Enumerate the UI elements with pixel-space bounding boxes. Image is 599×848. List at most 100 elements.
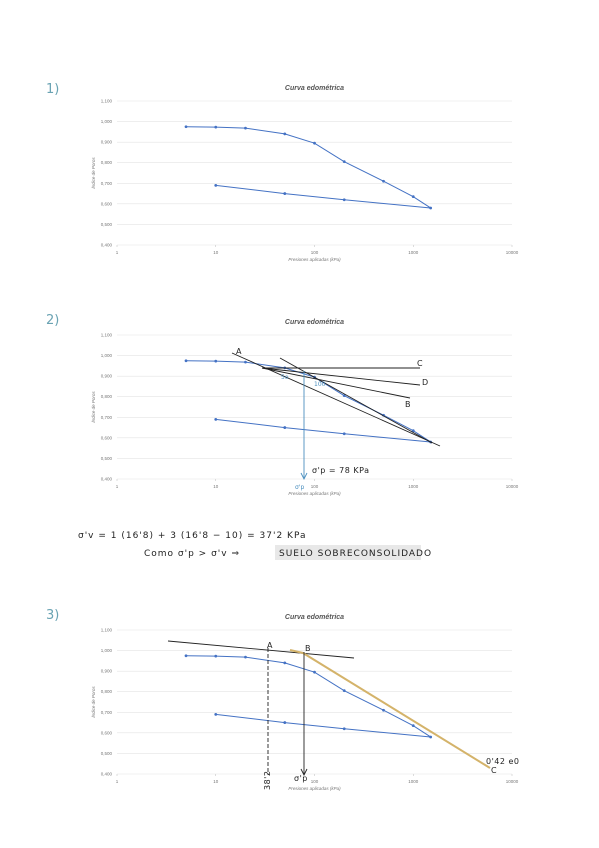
highlight [275, 545, 421, 560]
data-point [342, 160, 346, 164]
chart-title: Curva edométrica [285, 85, 344, 92]
data-point [244, 360, 247, 364]
annotation: 100 [314, 381, 326, 388]
data-point [244, 655, 247, 659]
y-tick-label: 1,000 [101, 119, 113, 124]
chart: Curva edométrica 0,400 0,500 0,600 0,700 0,80… [90, 85, 519, 262]
note: SUELO SOBRECONSOLIDADO [279, 549, 432, 559]
data-point [283, 661, 287, 665]
x-tick-label: 10 [213, 779, 219, 784]
y-axis-label: Índice de Poros [90, 157, 96, 189]
x-tick-label: 1 [116, 484, 119, 489]
x-axis-label: Presiones aplicadas (kPa) [288, 786, 341, 791]
x-tick-label: 100 [311, 250, 319, 255]
data-point [244, 126, 247, 130]
x-tick-label: 1000 [408, 779, 419, 784]
annotation: D [422, 378, 429, 387]
annotation: C [417, 359, 423, 368]
data-point [283, 132, 287, 136]
construction-line [167, 640, 355, 659]
y-tick-label: 1,000 [101, 353, 113, 358]
annotation: A [267, 641, 273, 650]
y-tick-label: 0,400 [101, 243, 113, 248]
chart-title: Curva edométrica [285, 614, 344, 621]
y-tick-label: 1,100 [101, 333, 113, 338]
data-point [214, 712, 218, 716]
data-point [214, 654, 218, 658]
y-tick-label: 0,900 [101, 669, 113, 674]
construction-lines [231, 352, 441, 447]
y-tick-label: 0,700 [101, 710, 113, 715]
data-point [429, 206, 433, 210]
x-tick-label: 10000 [506, 250, 519, 255]
x-tick-label: 10 [213, 484, 219, 489]
data-point [283, 426, 287, 429]
x-axis-label: Presiones aplicadas (kPa) [288, 257, 341, 262]
x-tick-label: 100 [311, 484, 319, 489]
y-tick-label: 1,100 [101, 99, 113, 104]
x-tick-label: 10000 [506, 779, 519, 784]
y-tick-label: 0,500 [101, 222, 113, 227]
annotation: σ'p [294, 774, 308, 783]
y-axis-label: Índice de Poros [90, 686, 96, 718]
y-tick-label: 0,800 [101, 689, 113, 694]
note: Como σ'p > σ'v ⇒ [144, 549, 240, 559]
note: σ'v = 1 (16'8) + 3 (16'8 − 10) = 37'2 KP… [78, 531, 306, 541]
data-point [411, 724, 415, 728]
chart: Curva edométrica 0,400 0,500 0,600 0,700 0,80… [90, 614, 519, 791]
annotation: σ'p [295, 484, 304, 491]
data-point [283, 192, 287, 195]
data-point [342, 198, 346, 202]
annotation: B [305, 644, 311, 653]
data-line [186, 126, 431, 209]
y-tick-label: 0,600 [101, 435, 113, 440]
data-line [186, 360, 431, 443]
data-point [411, 195, 415, 199]
data-point [313, 141, 316, 145]
x-tick-label: 1 [116, 779, 119, 784]
data-point [214, 417, 218, 421]
data-point [214, 359, 218, 363]
y-tick-label: 0,600 [101, 730, 113, 735]
x-tick-label: 10000 [506, 484, 519, 489]
x-tick-label: 1 [116, 250, 119, 255]
data-point [342, 727, 346, 731]
annotation: 5o [281, 374, 289, 381]
arrow [300, 472, 308, 481]
y-tick-label: 0,500 [101, 456, 113, 461]
annotation: B [405, 400, 411, 409]
y-tick-label: 0,900 [101, 374, 113, 379]
chart: Curva edométrica 0,400 0,500 0,600 0,700 0,80… [90, 319, 519, 496]
data-point [342, 394, 346, 398]
y-tick-label: 0,400 [101, 772, 113, 777]
annotation: σ'p = 78 KPa [312, 466, 369, 475]
section-label: 2) [46, 313, 59, 328]
section-label: 3) [46, 608, 59, 623]
y-tick-label: 0,900 [101, 140, 113, 145]
data-point [184, 654, 188, 658]
y-tick-label: 0,800 [101, 160, 113, 165]
x-tick-label: 1000 [408, 484, 419, 489]
y-tick-label: 0,400 [101, 477, 113, 482]
annotation: 0'42 e0 [486, 757, 520, 766]
data-point [342, 689, 346, 693]
x-tick-label: 100 [311, 779, 319, 784]
data-point [214, 183, 218, 187]
section-label: 1) [46, 82, 59, 97]
y-axis-label: Índice de Poros [90, 391, 96, 423]
data-point [429, 735, 433, 739]
x-tick-label: 1000 [408, 250, 419, 255]
y-tick-label: 0,800 [101, 394, 113, 399]
data-point [342, 432, 346, 436]
x-tick-label: 10 [213, 250, 219, 255]
x-axis-label: Presiones aplicadas (kPa) [288, 491, 341, 496]
data-point [184, 359, 188, 363]
construction-line [289, 649, 491, 769]
annotation: A [236, 347, 242, 356]
y-tick-label: 1,100 [101, 628, 113, 633]
annotation: 38'2 [263, 771, 272, 790]
data-point [382, 708, 385, 712]
y-tick-label: 0,700 [101, 415, 113, 420]
